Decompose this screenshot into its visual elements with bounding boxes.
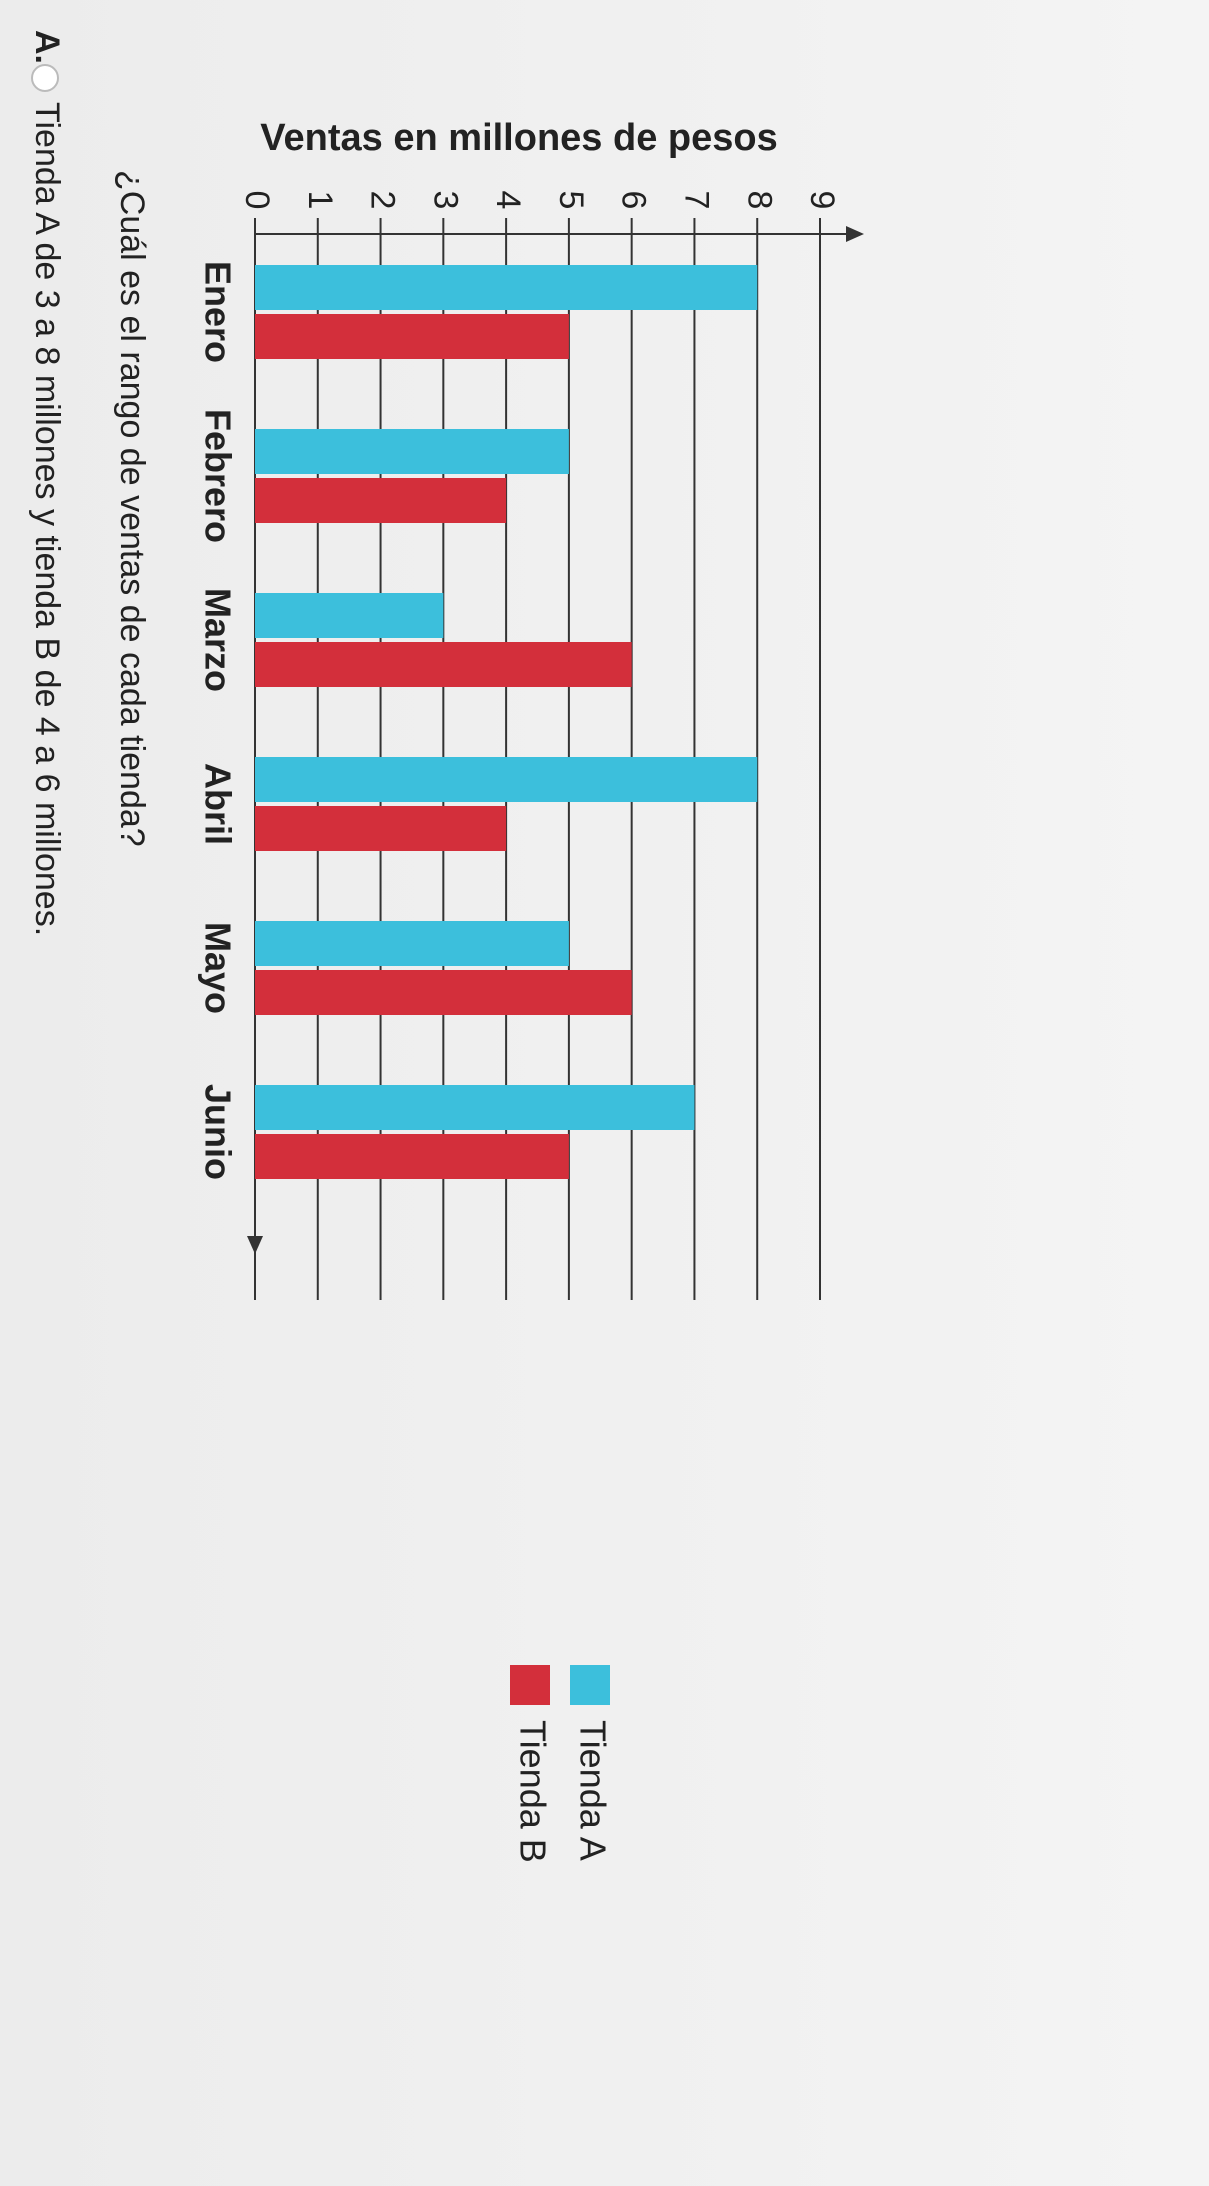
x-axis-arrow xyxy=(247,1236,263,1254)
y-tick-label: 2 xyxy=(364,191,402,210)
legend-swatch xyxy=(570,1665,610,1705)
bar xyxy=(255,970,632,1015)
bar xyxy=(255,1085,695,1130)
y-tick-label: 3 xyxy=(426,191,464,210)
legend-label: Tienda B xyxy=(512,1720,553,1863)
x-tick-label: Febrero xyxy=(197,409,238,543)
y-tick-label: 9 xyxy=(803,191,841,210)
y-tick-label: 6 xyxy=(615,191,653,210)
bar xyxy=(255,642,632,687)
question: ¿Cuál es el rango de ventas de cada tien… xyxy=(113,170,151,847)
y-tick-label: 7 xyxy=(677,191,715,210)
bar xyxy=(255,265,758,310)
legend-label: Tienda A xyxy=(572,1720,613,1861)
bar xyxy=(254,806,507,851)
bar xyxy=(255,921,569,966)
y-tick-label: 5 xyxy=(552,191,590,210)
bar xyxy=(254,593,444,638)
x-tick-label: Abril xyxy=(197,763,238,845)
y-axis-arrow xyxy=(846,226,864,242)
option-label: A. xyxy=(28,30,66,64)
bar xyxy=(255,429,569,474)
radio-button[interactable] xyxy=(31,64,59,92)
y-tick-label: 4 xyxy=(489,191,527,210)
bar xyxy=(255,314,569,359)
x-tick-label: Junio xyxy=(197,1084,238,1180)
bar xyxy=(255,757,758,802)
x-tick-label: Mayo xyxy=(197,922,238,1014)
y-tick-label: 8 xyxy=(740,191,778,210)
bar xyxy=(254,478,507,523)
y-tick-label: 0 xyxy=(238,191,276,210)
option-text[interactable]: Tienda A de 3 a 8 millones y tienda B de… xyxy=(28,102,66,936)
y-axis-title: Ventas en millones de pesos xyxy=(260,117,777,159)
x-tick-label: Enero xyxy=(197,261,238,363)
legend-swatch xyxy=(510,1665,550,1705)
x-tick-label: Marzo xyxy=(197,588,238,692)
y-tick-label: 1 xyxy=(301,191,339,210)
bar xyxy=(255,1134,569,1179)
